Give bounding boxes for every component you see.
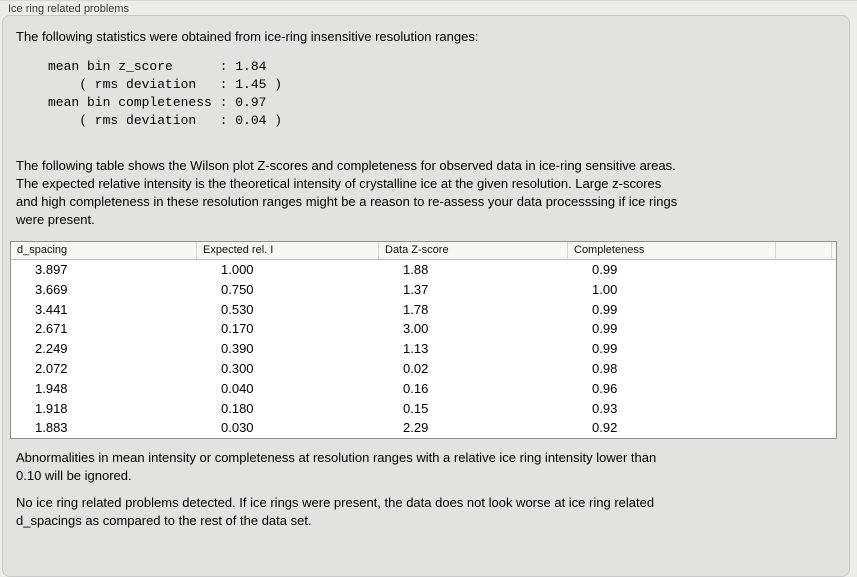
table-cell: 0.750 — [221, 281, 254, 297]
intro-text: The following statistics were obtained f… — [16, 29, 479, 44]
column-header-3[interactable]: Completeness — [568, 242, 776, 259]
table-cell: 0.530 — [221, 301, 254, 317]
column-header-1[interactable]: Expected rel. I — [197, 242, 379, 259]
note-text: Abnormalities in mean intensity or compl… — [16, 450, 657, 483]
table-cell: 0.99 — [592, 262, 618, 277]
table-cell: 0.93 — [592, 400, 618, 416]
table-cell: 1.918 — [35, 400, 68, 416]
table-cell: 0.99 — [592, 341, 618, 357]
table-cell: 0.16 — [403, 380, 429, 396]
table-cell: 1.00 — [592, 281, 618, 297]
table-row[interactable]: 3.441 0.530 1.78 0.99 — [11, 300, 836, 320]
table-cell: 0.15 — [403, 400, 429, 416]
table-header: d_spacing Expected rel. I Data Z-score Comp… — [11, 242, 836, 260]
table-row[interactable]: 1.918 0.180 0.15 0.93 — [11, 399, 836, 419]
table-cell: 0.300 — [221, 360, 254, 376]
table-row[interactable]: 3.897 1.000 1.88 0.99 — [11, 260, 836, 280]
stats-block: mean bin z_score : 1.84 ( rms deviation … — [48, 59, 283, 128]
table-row[interactable]: 2.072 0.300 0.02 0.98 — [11, 359, 836, 379]
table-cell: 0.040 — [221, 380, 254, 396]
table-cell: 0.030 — [221, 420, 254, 436]
table-cell: 1.78 — [403, 301, 429, 317]
table-cell: 2.671 — [35, 321, 68, 337]
table-cell: 2.249 — [35, 341, 68, 357]
table-cell: 1.88 — [403, 262, 429, 277]
ice-ring-table[interactable]: d_spacing Expected rel. I Data Z-score Comp… — [10, 241, 837, 440]
table-cell: 3.897 — [35, 262, 68, 277]
table-cell: 3.669 — [35, 281, 68, 297]
table-row[interactable]: 2.671 0.170 3.00 0.99 — [11, 319, 836, 339]
table-cell: 2.29 — [403, 420, 429, 436]
table-cell: 1.948 — [35, 380, 68, 396]
table-cell: 0.390 — [221, 341, 254, 357]
table-row[interactable]: 2.249 0.390 1.13 0.99 — [11, 339, 836, 359]
table-cell: 1.37 — [403, 281, 429, 297]
table-cell: 0.180 — [221, 400, 254, 416]
table-cell: 0.99 — [592, 301, 618, 317]
table-cell: 0.92 — [592, 420, 618, 436]
table-cell: 3.00 — [403, 321, 429, 337]
column-header-0[interactable]: d_spacing — [11, 242, 197, 259]
table-cell: 0.96 — [592, 380, 618, 396]
section-title: Ice ring related problems — [8, 3, 130, 15]
table-body: 3.897 1.000 1.88 0.99 3.669 0.750 1.37 1.00 3.44… — [11, 260, 836, 438]
table-cell: 3.441 — [35, 301, 68, 317]
table-row[interactable]: 1.948 0.040 0.16 0.96 — [11, 379, 836, 399]
table-row[interactable]: 3.669 0.750 1.37 1.00 — [11, 280, 836, 300]
description-text: The following table shows the Wilson plo… — [16, 158, 678, 227]
ice-ring-panel: The following statistics were obtained f… — [2, 15, 850, 577]
table-cell: 0.02 — [403, 360, 429, 376]
table-cell: 1.13 — [403, 341, 429, 357]
table-cell: 0.170 — [221, 321, 254, 337]
column-header-2[interactable]: Data Z-score — [379, 242, 568, 259]
table-cell: 2.072 — [35, 360, 68, 376]
table-cell: 1.883 — [35, 420, 68, 436]
conclusion-text: No ice ring related problems detected. I… — [16, 495, 655, 528]
table-cell: 0.99 — [592, 321, 618, 337]
table-cell: 1.000 — [221, 262, 254, 277]
table-row[interactable]: 1.883 0.030 2.29 0.92 — [11, 418, 836, 438]
table-cell: 0.98 — [592, 360, 618, 376]
column-header-4[interactable] — [776, 242, 832, 259]
